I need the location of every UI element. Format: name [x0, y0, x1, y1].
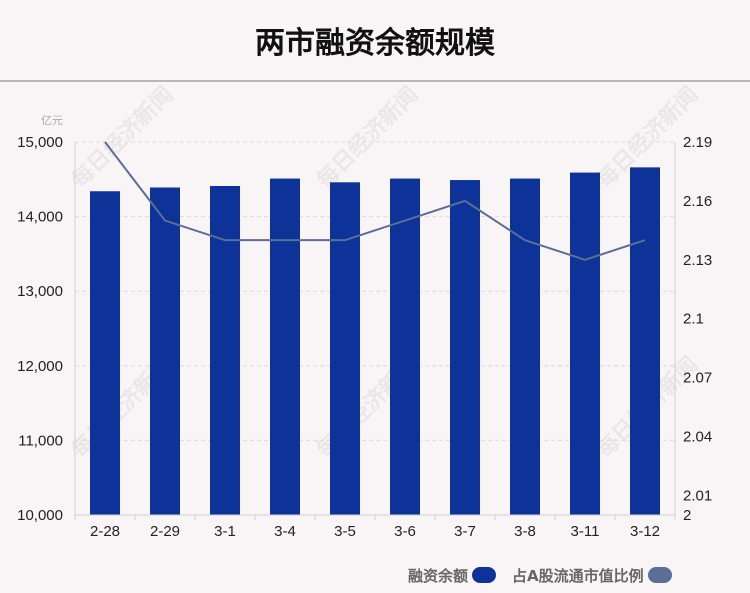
bar — [150, 187, 180, 516]
legend: 融资余额 占A股流通市值比例 — [408, 564, 688, 586]
x-tick-label: 2-28 — [90, 523, 120, 540]
x-tick-label: 2-29 — [150, 523, 180, 540]
bar — [90, 191, 120, 515]
y-right-tick-label: 2.04 — [683, 428, 712, 445]
title-divider — [0, 80, 750, 82]
x-tick-label: 3-5 — [334, 523, 356, 540]
x-tick-label: 3-12 — [630, 523, 660, 540]
legend-swatch-ratio — [647, 567, 672, 583]
ratio-line — [104, 141, 646, 261]
y-left-tick-label: 11,000 — [18, 432, 63, 449]
y-right-tick-label: 2.07 — [683, 370, 712, 387]
bar — [570, 172, 600, 515]
bar — [210, 186, 240, 515]
y-left-tick-label: 14,000 — [17, 209, 63, 226]
bar — [450, 180, 480, 515]
y-left-tick-label: 13,000 — [17, 283, 63, 300]
legend-swatch-balance — [472, 567, 497, 583]
legend-item-ratio: 占A股流通市值比例 — [512, 565, 672, 586]
y-right-tick-label: 2.01 — [683, 487, 712, 504]
x-tick-label: 3-11 — [571, 523, 600, 540]
bar — [330, 182, 360, 515]
legend-label-balance: 融资余额 — [408, 566, 469, 585]
y-left-tick-label: 15,000 — [17, 134, 63, 151]
x-tick-label: 3-4 — [274, 523, 296, 540]
chart-title: 两市融资余额规模 — [255, 26, 495, 61]
y-right-tick-label: 2.16 — [683, 193, 712, 210]
legend-item-balance: 融资余额 — [408, 565, 497, 586]
y-right-tick-label: 2 — [683, 507, 691, 524]
x-tick-label: 3-7 — [454, 523, 476, 540]
y-right-tick-label: 2.13 — [683, 252, 712, 269]
x-tick-label: 3-6 — [394, 523, 416, 540]
bar — [270, 178, 300, 515]
y-left-tick-label: 12,000 — [17, 358, 63, 375]
y-right-tick-label: 2.19 — [683, 134, 712, 151]
y-right-tick-label: 2.1 — [683, 311, 704, 328]
y-left-tick-label: 10,000 — [17, 507, 63, 524]
legend-label-ratio: 占A股流通市值比例 — [512, 566, 644, 585]
x-tick-label: 3-1 — [214, 523, 236, 540]
bar — [390, 178, 420, 515]
y-left-unit: 亿元 — [41, 114, 63, 127]
x-tick-label: 3-8 — [514, 523, 536, 540]
bar — [630, 167, 660, 515]
bar — [510, 178, 540, 515]
